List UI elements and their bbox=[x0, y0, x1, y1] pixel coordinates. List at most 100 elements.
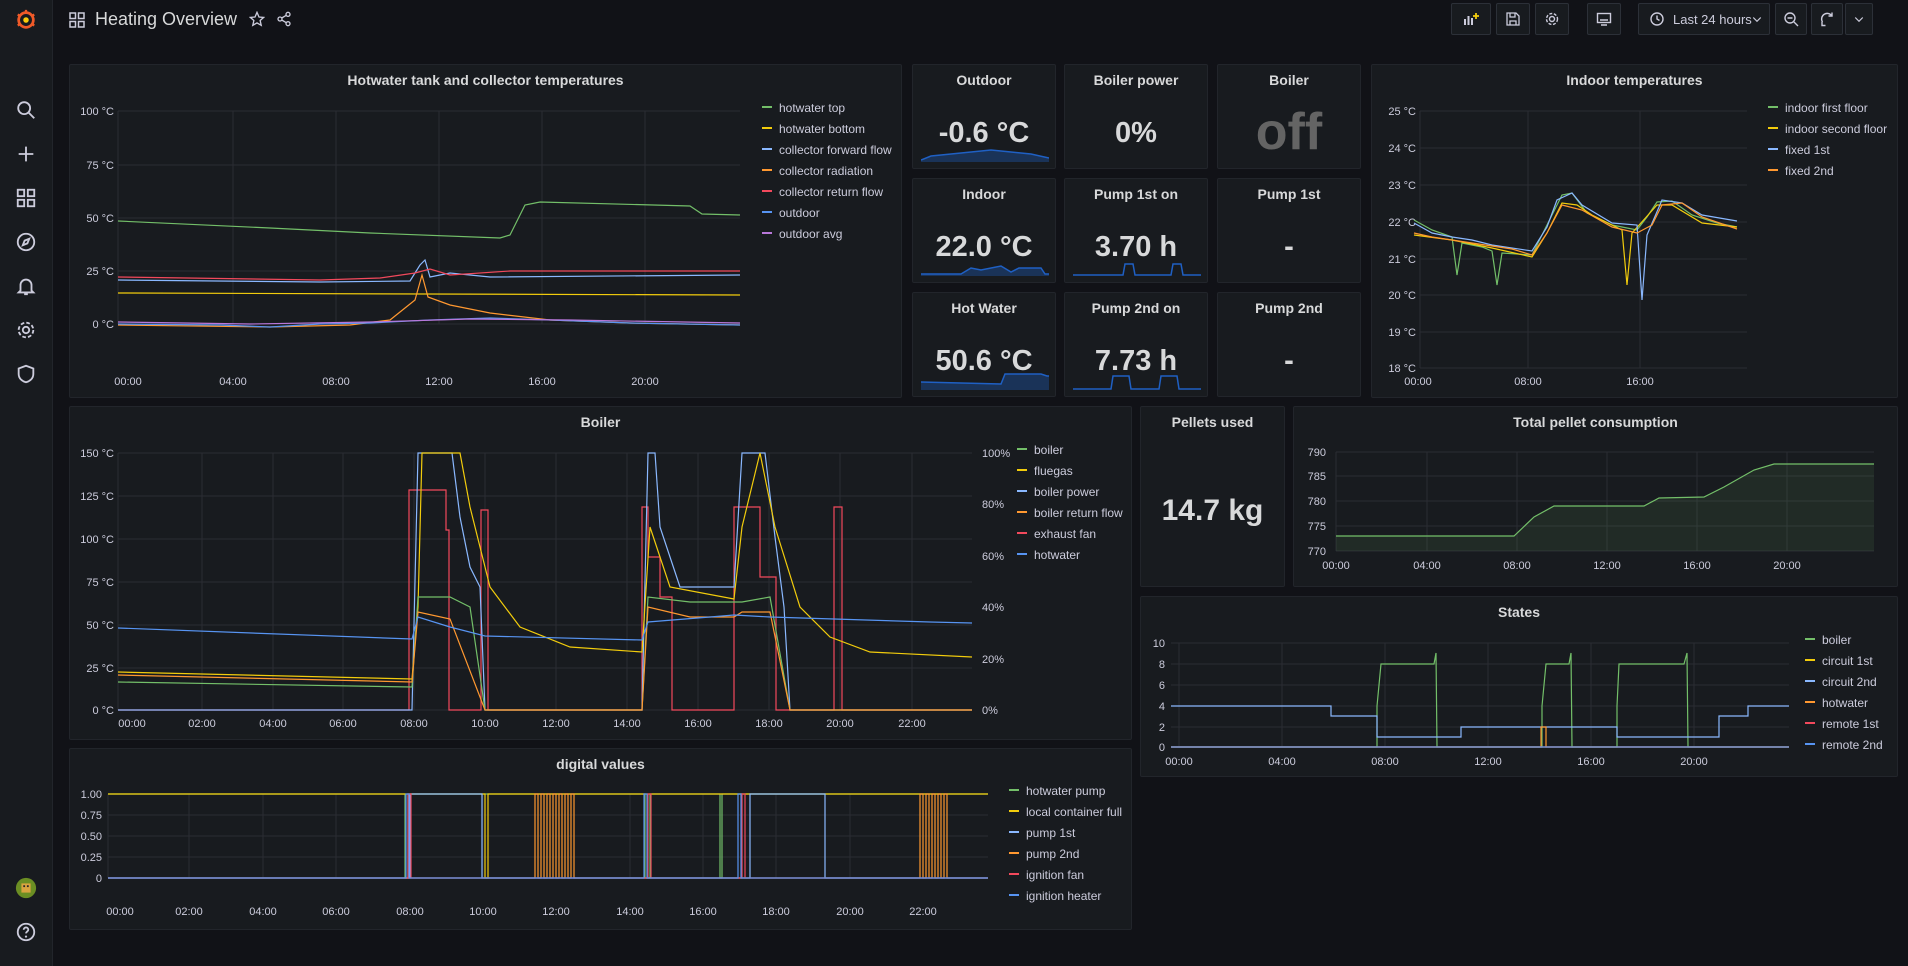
stat-value: off bbox=[1255, 103, 1323, 161]
legend-item[interactable]: boiler bbox=[1017, 440, 1123, 461]
panel-title: Indoor temperatures bbox=[1566, 72, 1703, 88]
dashboard-grid-icon[interactable] bbox=[69, 12, 85, 33]
legend-item[interactable]: collector return flow bbox=[762, 182, 892, 203]
panel-digital-values[interactable]: digital values 1.00 0.75 0.50 0.25 0 00:… bbox=[69, 748, 1132, 930]
hotwater-chart: 100 °C 75 °C 50 °C 25 °C 0 °C 00:00 04:0… bbox=[80, 106, 741, 388]
tv-mode-button[interactable] bbox=[1587, 3, 1621, 35]
sparkline bbox=[921, 265, 1049, 276]
legend-item[interactable]: exhaust fan bbox=[1017, 524, 1123, 545]
legend-swatch bbox=[1017, 532, 1027, 535]
legend-item[interactable]: remote 1st bbox=[1805, 714, 1883, 735]
panel-total-pellet[interactable]: Total pellet consumption 790 785 780 775… bbox=[1293, 406, 1898, 587]
share-icon[interactable] bbox=[276, 11, 292, 32]
x-tick: 06:00 bbox=[322, 906, 350, 918]
legend-item[interactable]: remote 2nd bbox=[1805, 735, 1883, 756]
legend-item[interactable]: ignition fan bbox=[1009, 865, 1122, 886]
refresh-button[interactable] bbox=[1811, 3, 1843, 35]
legend-item[interactable]: fixed 2nd bbox=[1768, 161, 1887, 182]
time-range-picker[interactable]: Last 24 hours bbox=[1638, 3, 1770, 35]
panel-indoor-temperatures[interactable]: Indoor temperatures 25 °C 24 °C 23 °C 22… bbox=[1371, 64, 1898, 398]
add-panel-button[interactable] bbox=[1451, 3, 1491, 35]
series-indoor-first-floor bbox=[1413, 192, 1738, 286]
x-tick: 04:00 bbox=[259, 718, 287, 730]
y-tick: 25 °C bbox=[86, 663, 114, 675]
panel-outdoor[interactable]: Outdoor -0.6 °C bbox=[912, 64, 1056, 169]
dashboards-icon[interactable] bbox=[12, 184, 40, 212]
x-tick: 00:00 bbox=[106, 906, 134, 918]
series-outdoor-avg bbox=[117, 318, 741, 325]
legend-item[interactable]: indoor first floor bbox=[1768, 98, 1887, 119]
settings-icon[interactable] bbox=[12, 316, 40, 344]
series-collector-forward-flow bbox=[117, 258, 741, 283]
save-dashboard-button[interactable] bbox=[1496, 3, 1530, 35]
legend-item[interactable]: hotwater bbox=[1805, 693, 1883, 714]
legend-item[interactable]: outdoor bbox=[762, 203, 892, 224]
x-tick: 08:00 bbox=[1514, 376, 1542, 388]
legend-item[interactable]: fixed 1st bbox=[1768, 140, 1887, 161]
grafana-logo-icon[interactable] bbox=[12, 6, 40, 34]
legend-item[interactable]: outdoor avg bbox=[762, 224, 892, 245]
panel-pump1[interactable]: Pump 1st - bbox=[1217, 178, 1361, 283]
panel-states[interactable]: States 10 8 6 4 2 0 00:00 04:00 08:00 12… bbox=[1140, 596, 1898, 777]
panel-title: Total pellet consumption bbox=[1513, 414, 1678, 430]
legend-item[interactable]: circuit 2nd bbox=[1805, 672, 1883, 693]
panel-title: Outdoor bbox=[956, 72, 1012, 88]
plus-icon[interactable] bbox=[12, 140, 40, 168]
legend-item[interactable]: hotwater bbox=[1017, 545, 1123, 566]
sidebar bbox=[0, 0, 53, 966]
panel-pump1-on[interactable]: Pump 1st on 3.70 h bbox=[1064, 178, 1208, 283]
shield-icon[interactable] bbox=[12, 360, 40, 388]
legend-item[interactable]: fluegas bbox=[1017, 461, 1123, 482]
refresh-interval-dropdown[interactable] bbox=[1845, 3, 1873, 35]
panel-boiler-power[interactable]: Boiler power 0% bbox=[1064, 64, 1208, 169]
time-range-label: Last 24 hours bbox=[1673, 11, 1752, 27]
series-hotwater bbox=[117, 614, 973, 641]
dashboard-settings-button[interactable] bbox=[1535, 3, 1569, 35]
clock-icon bbox=[1650, 12, 1664, 26]
panel-pellets-used[interactable]: Pellets used 14.7 kg bbox=[1140, 406, 1285, 587]
x-tick: 14:00 bbox=[616, 906, 644, 918]
y-tick: 100 °C bbox=[80, 106, 114, 118]
legend-item[interactable]: boiler power bbox=[1017, 482, 1123, 503]
zoom-out-button[interactable] bbox=[1775, 3, 1807, 35]
panel-boiler-state[interactable]: Boiler off bbox=[1217, 64, 1361, 169]
legend-item[interactable]: collector radiation bbox=[762, 161, 892, 182]
legend-item[interactable]: pump 2nd bbox=[1009, 844, 1122, 865]
legend-item[interactable]: ignition heater bbox=[1009, 886, 1122, 907]
explore-icon[interactable] bbox=[12, 228, 40, 256]
legend-item[interactable]: boiler bbox=[1805, 630, 1883, 651]
legend-item[interactable]: collector forward flow bbox=[762, 140, 892, 161]
y-tick: 8 bbox=[1159, 659, 1165, 671]
panel-pump2[interactable]: Pump 2nd - bbox=[1217, 292, 1361, 397]
panel-hot-water[interactable]: Hot Water 50.6 °C bbox=[912, 292, 1056, 397]
panel-indoor[interactable]: Indoor 22.0 °C bbox=[912, 178, 1056, 283]
legend-swatch bbox=[1009, 894, 1019, 897]
panel-pump2-on[interactable]: Pump 2nd on 7.73 h bbox=[1064, 292, 1208, 397]
legend-item[interactable]: hotwater top bbox=[762, 98, 892, 119]
x-tick: 08:00 bbox=[1503, 560, 1531, 572]
legend-item[interactable]: circuit 1st bbox=[1805, 651, 1883, 672]
legend-item[interactable]: hotwater pump bbox=[1009, 781, 1122, 802]
panel-boiler[interactable]: Boiler 150 °C 125 °C 100 °C 75 °C 50 °C … bbox=[69, 406, 1132, 740]
y-tick: 0.50 bbox=[81, 831, 102, 843]
y-tick: 770 bbox=[1308, 546, 1326, 558]
y-tick: 10 bbox=[1153, 638, 1165, 650]
legend-item[interactable]: pump 1st bbox=[1009, 823, 1122, 844]
legend-item[interactable]: indoor second floor bbox=[1768, 119, 1887, 140]
panel-hotwater[interactable]: Hotwater tank and collector temperatures… bbox=[69, 64, 902, 398]
x-tick: 08:00 bbox=[400, 718, 428, 730]
user-avatar[interactable] bbox=[12, 874, 40, 902]
y-tick: 775 bbox=[1308, 521, 1326, 533]
alerting-icon[interactable] bbox=[12, 272, 40, 300]
legend-swatch bbox=[762, 106, 772, 109]
legend-item[interactable]: local container full bbox=[1009, 802, 1122, 823]
x-tick: 00:00 bbox=[114, 376, 142, 388]
dashboard-title[interactable]: Heating Overview bbox=[95, 9, 238, 29]
legend-swatch bbox=[762, 190, 772, 193]
star-icon[interactable] bbox=[248, 10, 266, 32]
legend-item[interactable]: boiler return flow bbox=[1017, 503, 1123, 524]
legend-swatch bbox=[1768, 106, 1778, 109]
legend-item[interactable]: hotwater bottom bbox=[762, 119, 892, 140]
help-icon[interactable] bbox=[12, 918, 40, 946]
search-icon[interactable] bbox=[12, 96, 40, 124]
